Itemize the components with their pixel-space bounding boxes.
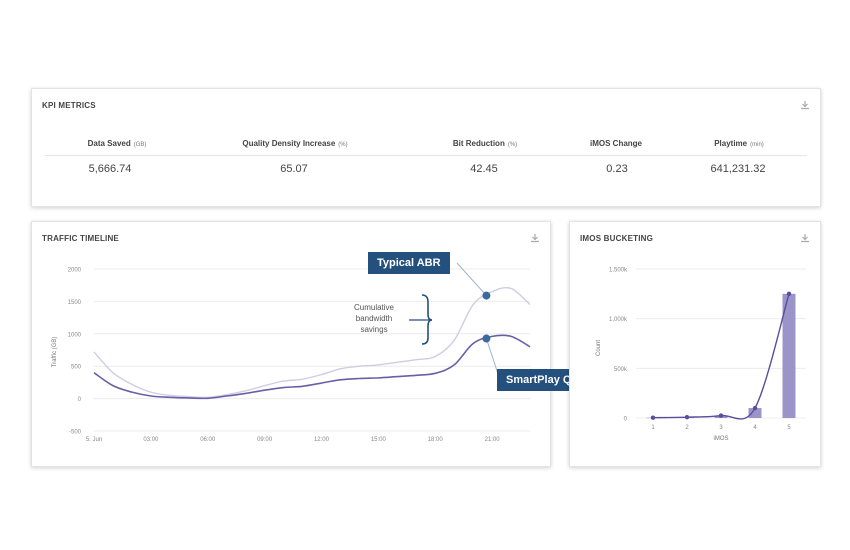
imos-bucketing-panel: IMOS BUCKETING 1,500k 1,000k 500k 0 Count 1 2 3…: [569, 221, 821, 467]
imos-bar-5: [782, 293, 796, 418]
download-icon[interactable]: [800, 233, 810, 243]
x-tick-label: 18:00: [428, 437, 444, 443]
typical-abr-line: [93, 286, 531, 399]
kpi-panel-title: KPI METRICS: [42, 101, 96, 110]
y-axis-label: Traffic (GB): [52, 337, 58, 368]
x-tick-label: 4: [753, 425, 757, 431]
metric-value-bit-reduction: 42.45: [470, 163, 498, 175]
typical-abr-marker: [482, 291, 491, 300]
smartplay-qbr-line: [93, 334, 531, 400]
metric-value-imos-change: 0.23: [606, 163, 628, 175]
traffic-line-chart: 2000 1500 1000 500 0 -500 Traffic (GB) 5. Jun 03…: [52, 262, 531, 443]
x-tick-label: 12:00: [314, 437, 330, 443]
imos-bar-chart: 1,500k 1,000k 500k 0 Count 1 2 3 4 5 iMOS: [596, 268, 806, 442]
smartplay-qbr-marker: [482, 334, 491, 343]
imos-bar-4: [748, 408, 762, 418]
typical-abr-callout: Typical ABR: [368, 252, 450, 274]
x-tick-label: 5. Jun: [86, 437, 102, 443]
x-tick-label: 03:00: [143, 437, 159, 443]
imos-point-3: [718, 413, 724, 418]
download-icon[interactable]: [530, 233, 540, 243]
y-tick-label: -500: [69, 430, 82, 436]
kpi-metrics-panel: KPI METRICS Data Saved (GB) 5,666.74 Qual…: [31, 88, 821, 207]
y-tick-label: 500: [71, 365, 82, 371]
y-tick-label: 2000: [68, 268, 82, 274]
metric-header-imos-change: iMOS Change: [589, 139, 643, 148]
y-tick-label: 1500: [68, 300, 82, 306]
x-tick-label: 15:00: [371, 437, 387, 443]
traffic-panel-title: TRAFFIC TIMELINE: [42, 234, 119, 243]
y-tick-label: 500k: [614, 367, 628, 373]
x-tick-label: 21:00: [485, 437, 501, 443]
callout-connector: [456, 262, 487, 296]
imos-point-1: [650, 415, 656, 420]
x-tick-label: 09:00: [257, 437, 273, 443]
y-tick-label: 1000: [68, 332, 82, 338]
x-tick-label: 3: [719, 425, 723, 431]
kpi-divider: [45, 155, 807, 156]
metric-value-playtime: 641,231.32: [710, 163, 766, 175]
metric-header-bit-reduction: Bit Reduction (%): [452, 139, 518, 148]
metric-header-quality-density: Quality Density Increase (%): [242, 139, 348, 148]
y-tick-label: 1,500k: [609, 268, 628, 274]
imos-point-4: [752, 405, 758, 411]
imos-trend-line: [652, 293, 790, 420]
metric-header-data-saved: Data Saved (GB): [87, 139, 147, 148]
y-tick-label: 0: [78, 397, 82, 403]
x-tick-label: 06:00: [200, 437, 216, 443]
y-tick-label: 0: [624, 417, 628, 423]
metric-header-playtime: Playtime (min): [714, 139, 764, 148]
x-tick-label: 2: [685, 425, 689, 431]
imos-point-2: [684, 415, 690, 420]
metric-value-quality-density: 65.07: [280, 163, 308, 175]
traffic-timeline-panel: TRAFFIC TIMELINE 2000 1500 1000 500 0 -500 Tra…: [31, 221, 597, 467]
callout-connector: [485, 338, 500, 378]
imos-panel-title: IMOS BUCKETING: [580, 234, 654, 243]
x-axis-label: iMOS: [714, 436, 729, 442]
metric-value-data-saved: 5,666.74: [88, 163, 132, 175]
cumulative-savings-annotation: Cumulative bandwidth savings: [353, 303, 394, 334]
x-tick-label: 5: [787, 425, 791, 431]
y-axis-label: Count: [596, 340, 602, 356]
download-icon[interactable]: [800, 100, 810, 110]
x-tick-label: 1: [651, 425, 655, 431]
y-tick-label: 1,000k: [609, 317, 628, 323]
imos-point-5: [786, 291, 792, 297]
